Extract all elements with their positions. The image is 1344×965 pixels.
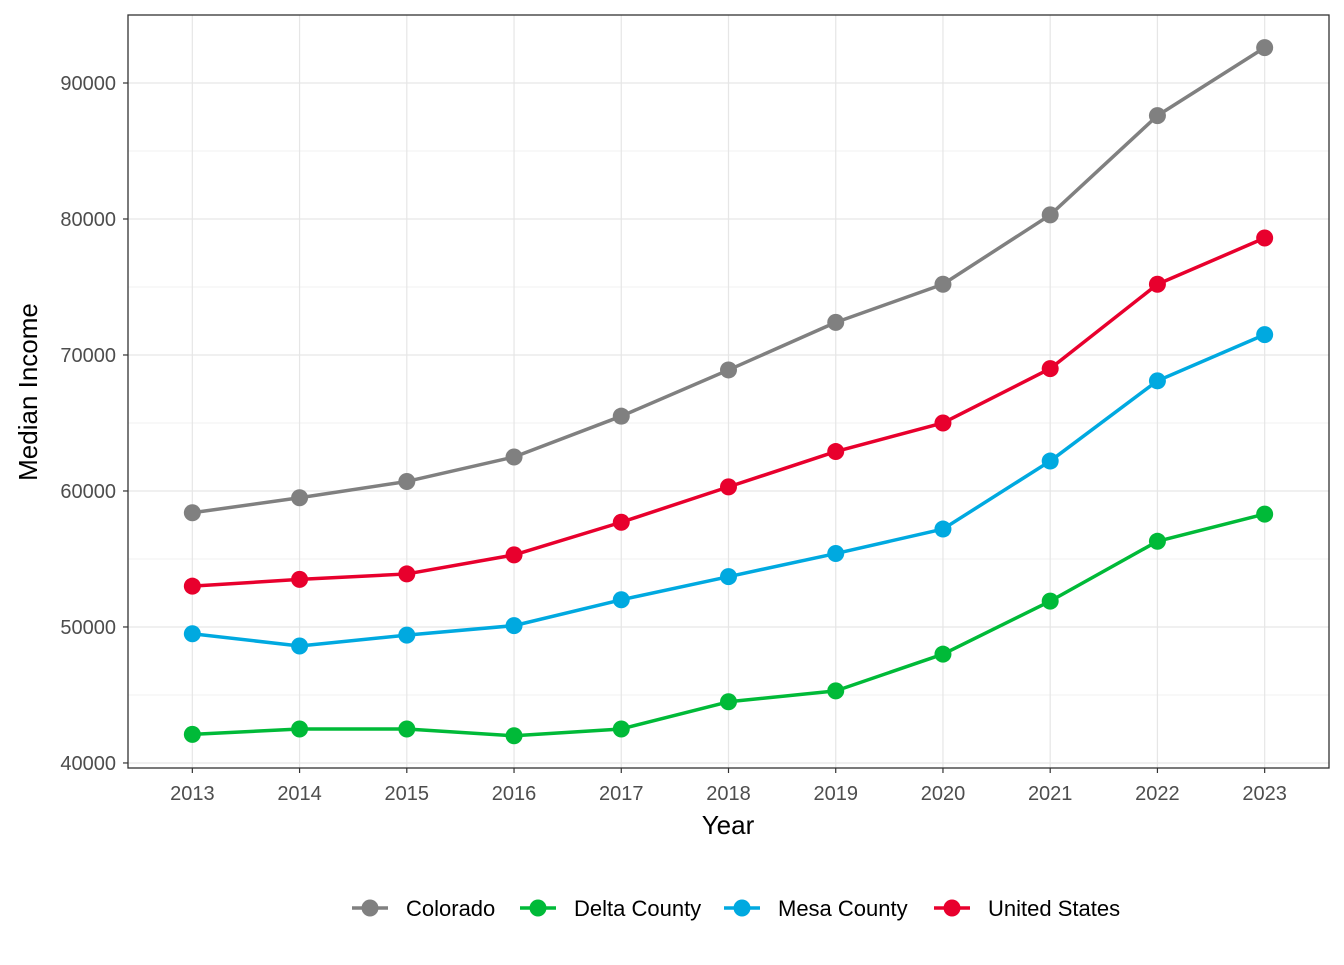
y-axis-label: Median Income (13, 303, 43, 481)
legend-label: United States (988, 896, 1120, 921)
x-tick-label: 2020 (921, 783, 966, 805)
data-point (1256, 229, 1274, 247)
data-point (1041, 206, 1059, 224)
x-axis-label: Year (702, 810, 755, 840)
data-point (1256, 505, 1274, 523)
series-united-states (183, 229, 1274, 595)
data-point (1148, 275, 1166, 293)
x-tick-label: 2017 (599, 783, 644, 805)
x-tick-label: 2014 (277, 783, 322, 805)
data-point (612, 720, 630, 738)
data-point (612, 513, 630, 531)
series-colorado (183, 39, 1274, 522)
legend: Colorado Delta County Mesa County United St… (352, 896, 1120, 921)
data-point (1041, 452, 1059, 470)
data-point (612, 591, 630, 609)
x-tick-label: 2023 (1242, 783, 1287, 805)
legend-key-point (361, 899, 379, 917)
data-point (720, 568, 737, 586)
data-point (505, 546, 523, 564)
y-tick-label: 90000 (60, 73, 116, 95)
series-delta-county (183, 505, 1274, 745)
x-tick-label: 2019 (813, 783, 858, 805)
legend-key-point (943, 899, 961, 917)
y-tick-label: 80000 (60, 209, 116, 231)
data-point (827, 545, 845, 563)
data-point (1148, 372, 1166, 390)
y-tick-label: 60000 (60, 481, 116, 503)
x-axis: 2013 2014 2015 2016 2017 2018 2019 2020 2021 2022… (170, 768, 1287, 805)
legend-item: Colorado (352, 896, 495, 921)
data-point (183, 577, 201, 595)
data-point (505, 727, 523, 745)
data-point (291, 489, 309, 507)
legend-item: United States (934, 896, 1120, 921)
series-mesa-county (183, 326, 1274, 655)
data-point (934, 645, 952, 663)
data-point (934, 275, 952, 293)
data-point (612, 407, 630, 425)
data-point (505, 448, 523, 466)
data-point (720, 478, 737, 496)
x-tick-label: 2013 (170, 783, 215, 805)
y-axis: 40000 50000 60000 70000 80000 90000 (60, 73, 128, 775)
x-tick-label: 2021 (1028, 783, 1073, 805)
data-point (183, 504, 201, 522)
data-point (1041, 360, 1059, 378)
data-point (1148, 107, 1166, 125)
data-point (827, 443, 845, 461)
data-point (934, 414, 952, 432)
x-tick-label: 2015 (385, 783, 430, 805)
y-tick-label: 70000 (60, 345, 116, 367)
data-point (291, 637, 309, 655)
data-point (398, 720, 416, 738)
legend-item: Delta County (520, 896, 701, 921)
legend-label: Mesa County (778, 896, 908, 921)
y-tick-label: 40000 (60, 753, 116, 775)
data-point (827, 682, 845, 700)
x-tick-label: 2018 (706, 783, 751, 805)
data-point (183, 625, 201, 643)
data-point (291, 570, 309, 588)
data-point (398, 626, 416, 644)
data-point (720, 361, 737, 379)
x-tick-label: 2016 (492, 783, 537, 805)
data-point (398, 472, 416, 490)
legend-label: Delta County (574, 896, 701, 921)
data-point (934, 520, 952, 538)
y-tick-label: 50000 (60, 617, 116, 639)
series-lines (183, 39, 1274, 745)
data-point (1256, 39, 1274, 57)
data-point (1256, 326, 1274, 344)
grid (128, 15, 1329, 768)
data-point (1148, 532, 1166, 550)
legend-key-point (529, 899, 547, 917)
data-point (720, 693, 737, 711)
legend-label: Colorado (406, 896, 495, 921)
data-point (505, 617, 523, 635)
x-tick-label: 2022 (1135, 783, 1180, 805)
data-point (398, 565, 416, 583)
data-point (827, 313, 845, 331)
legend-item: Mesa County (724, 896, 908, 921)
data-point (291, 720, 309, 738)
data-point (1041, 592, 1059, 610)
legend-key-point (733, 899, 751, 917)
data-point (183, 725, 201, 743)
